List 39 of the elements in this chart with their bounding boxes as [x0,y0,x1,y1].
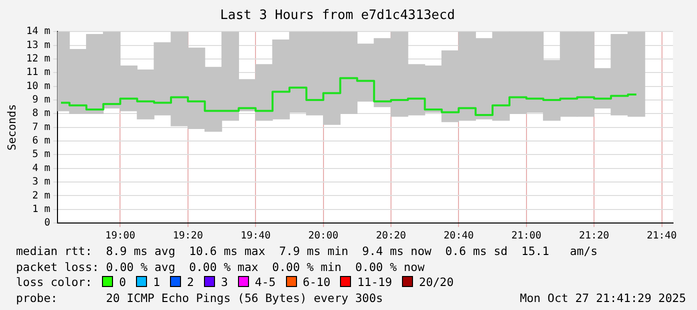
y-tick-label: 11 m [26,67,50,78]
text: Mon Oct 27 21:41:29 2025 [520,290,686,306]
text: 1 [153,275,160,289]
y-tick-label: 4 m [32,162,50,174]
text: 2 [187,275,194,289]
text: 11-19 [357,275,392,289]
x-tick-label: 20:00 [308,230,338,242]
y-tick-label: 3 m [32,176,50,188]
text: 4-5 [254,275,276,289]
y-tick-label: 13 m [26,40,50,51]
text: 3 [220,275,228,289]
x-tick-label: 21:00 [511,230,542,242]
text: median rtt: 8.9 ms avg 10.6 ms max 7.9 ms min 9.4 ms now 0.6 ms sd 15.1 am/s [16,244,598,258]
y-tick-label: 2 m [32,190,50,202]
y-tick-label: 8 m [32,108,50,120]
text: 20/20 [419,275,454,289]
y-axis-title: Seconds [5,104,18,150]
text: 6-10 [302,275,330,289]
y-tick-label: 6 m [32,136,50,147]
text: packet loss: 0.00 % avg 0.00 % max 0.00 % min 0.00 % now [16,260,424,274]
y-tick-label: 14 m [26,26,50,38]
x-tick-label: 19:00 [105,230,136,242]
x-tick-label: 19:40 [240,230,271,242]
text: probe: 20 ICMP Echo Pings (56 Bytes) every 300s [16,290,383,304]
chart-title: Last 3 Hours from e7d1c4313ecd [220,8,455,24]
x-tick-label: 19:20 [172,230,203,242]
x-tick-label: 21:20 [579,230,610,242]
y-tick-label: 0 [44,218,50,229]
y-tick-label: 9 m [32,94,50,106]
text: loss color: [16,275,92,289]
y-tick-label: 10 m [26,80,50,92]
x-tick-label: 20:40 [444,230,474,242]
x-tick-label: 20:20 [376,230,406,242]
y-tick-label: 12 m [26,54,50,65]
y-tick-label: 7 m [32,122,50,133]
text: 0 [119,275,126,289]
y-tick-label: 5 m [32,149,50,160]
y-tick-label: 1 m [32,204,50,215]
x-tick-label: 21:40 [646,230,677,242]
